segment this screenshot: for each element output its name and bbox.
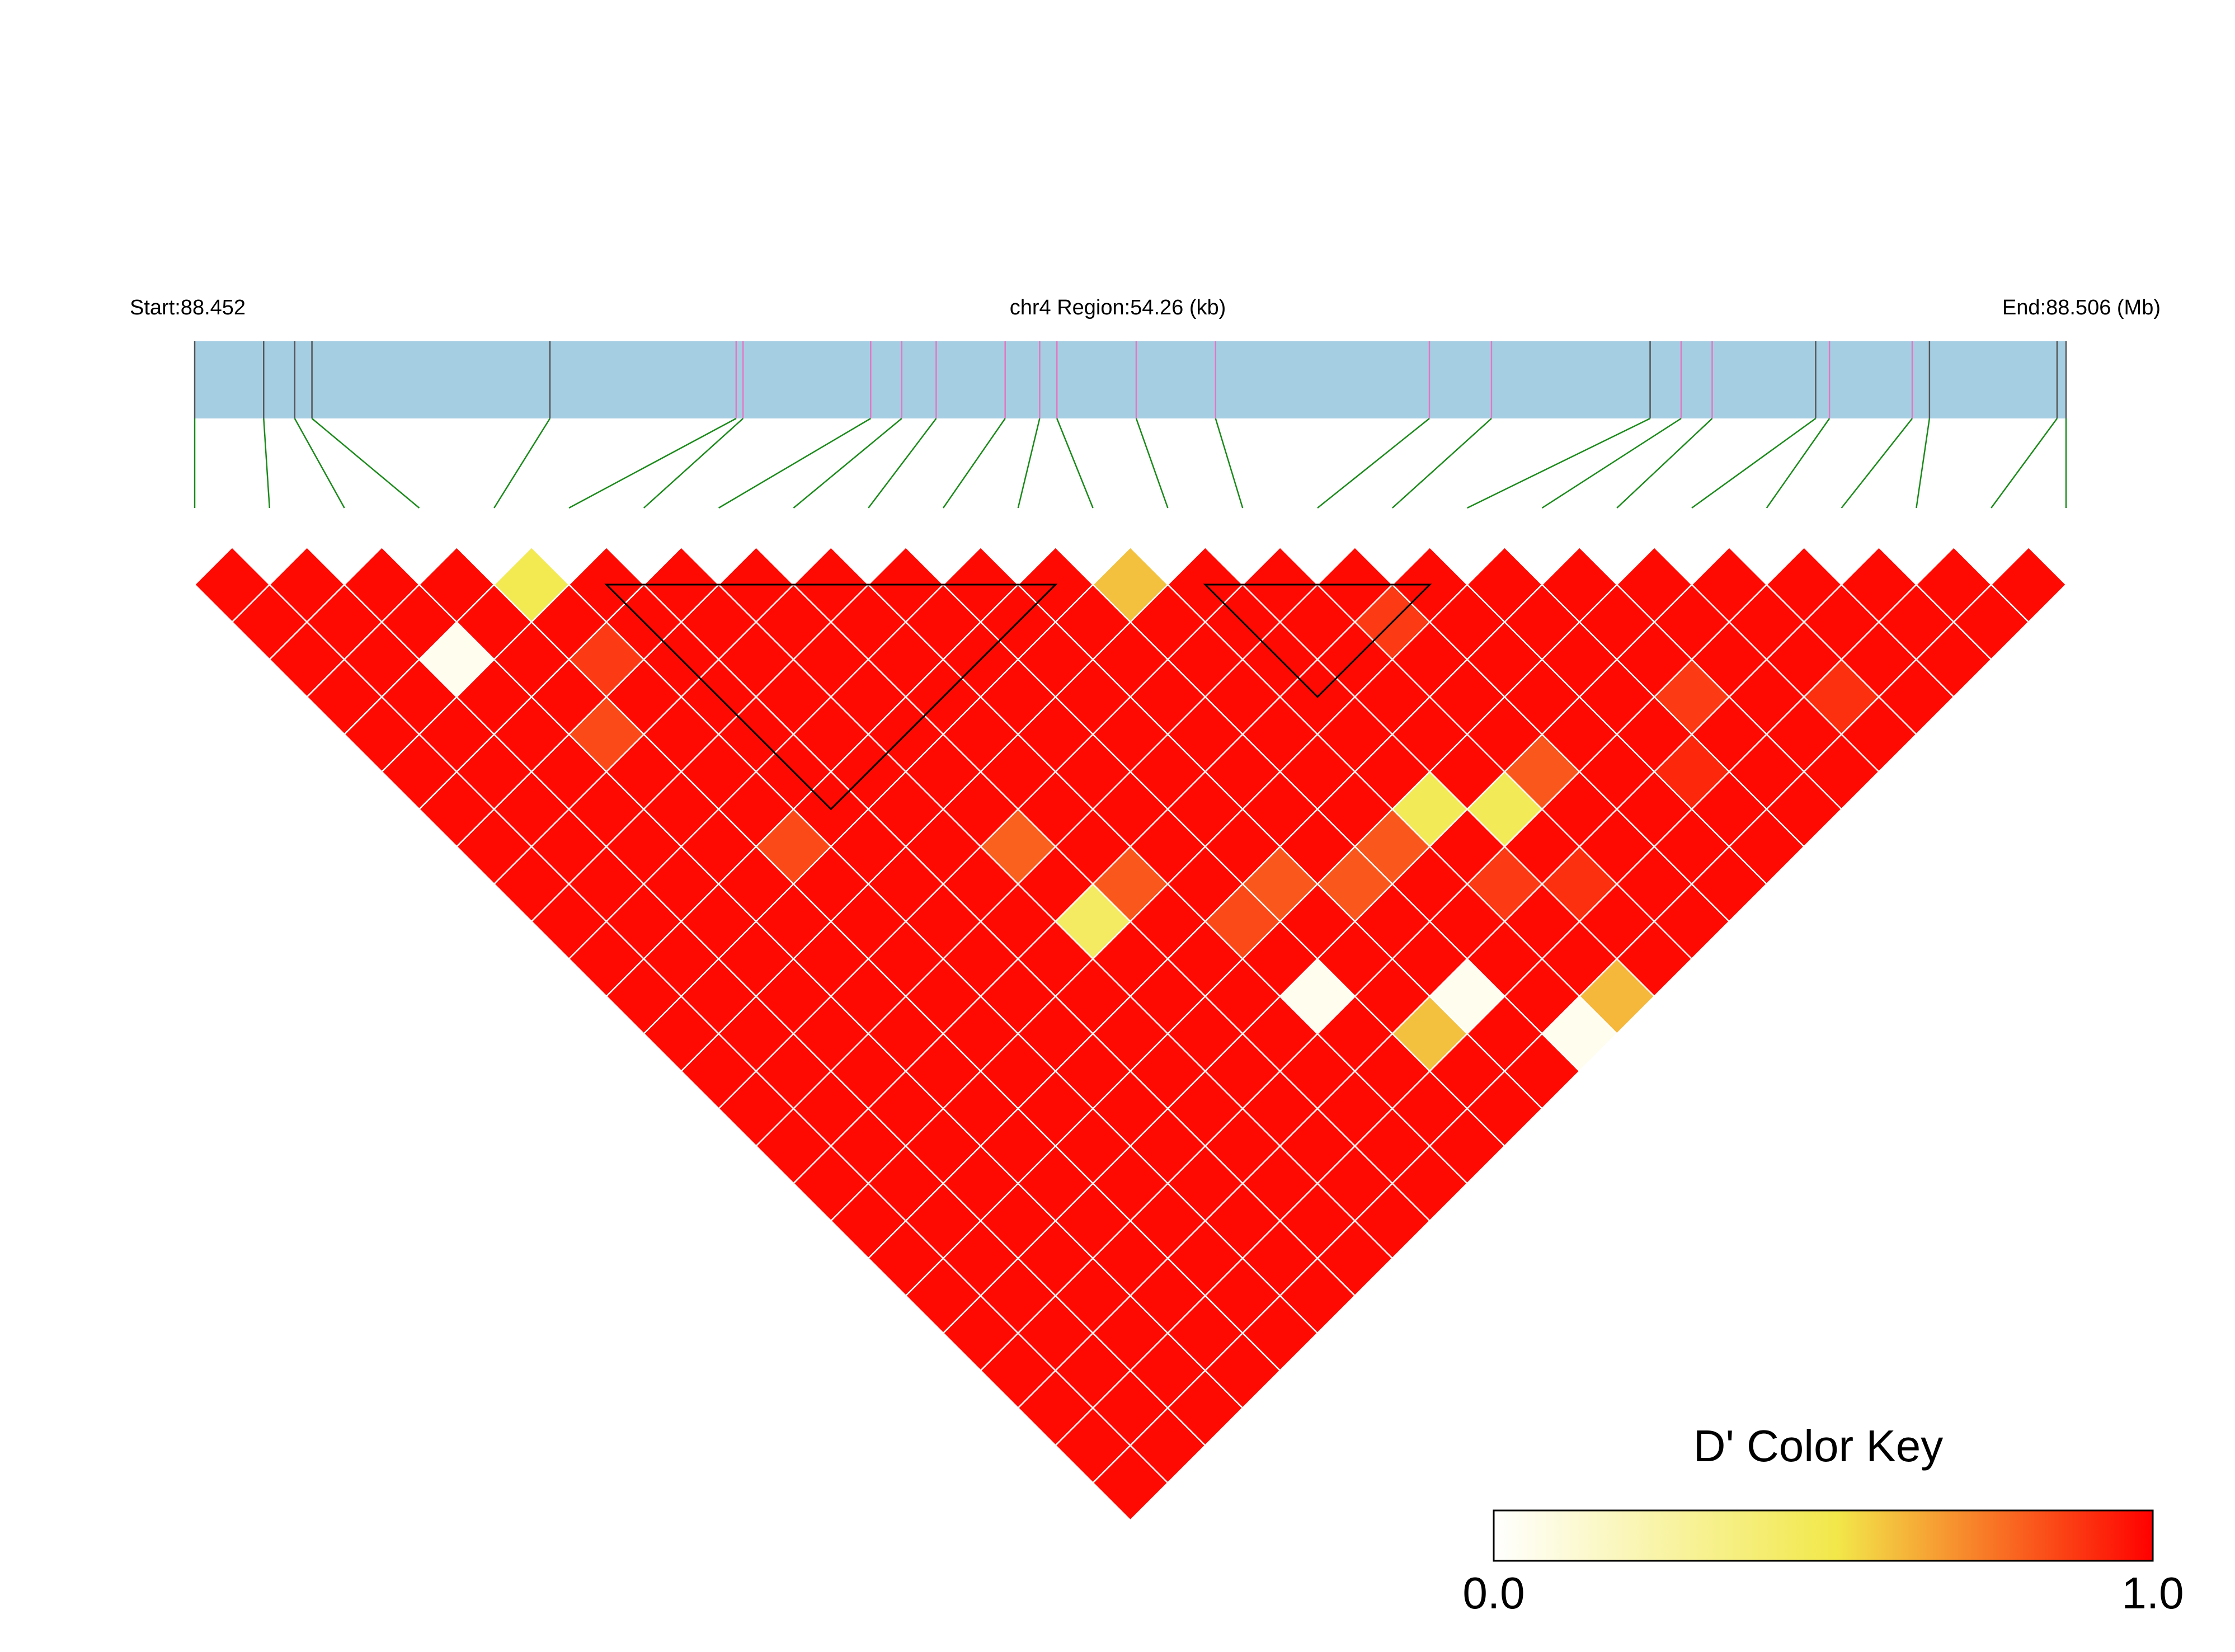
snp-connector-lines — [194, 417, 2067, 509]
snp-connector — [868, 418, 937, 509]
color-key-min-label: 0.0 — [1462, 1568, 1524, 1618]
snp-connector — [1691, 417, 1817, 509]
snp-connector — [1391, 418, 1492, 509]
ld-block-outline — [604, 583, 1058, 811]
snp-connector — [643, 418, 744, 509]
snp-connector — [1215, 418, 1244, 509]
snp-connector — [1017, 418, 1041, 509]
region-end-label: End:88.506 (Mb) — [2002, 296, 2161, 319]
snp-connector — [493, 418, 551, 509]
genomic-region-track — [195, 341, 2066, 418]
color-key-title: D' Color Key — [1693, 1421, 1944, 1471]
snp-connector — [1541, 417, 1682, 509]
snp-connector — [942, 418, 1006, 509]
snp-connector — [718, 417, 871, 509]
snp-connector — [311, 418, 420, 509]
snp-connector — [1991, 418, 2058, 509]
snp-connector — [1317, 418, 1430, 509]
snp-connector — [1135, 418, 1169, 509]
snp-connector — [1916, 418, 1931, 509]
snp-connector — [1766, 418, 1831, 509]
ld-block-outlines — [604, 583, 1432, 811]
snp-connector — [1616, 418, 1713, 509]
snp-marker-lines — [194, 341, 2067, 418]
snp-connector — [568, 417, 737, 509]
region-start-label: Start:88.452 — [130, 296, 246, 319]
snp-connector — [793, 418, 902, 509]
snp-connector — [1056, 418, 1094, 509]
region-title-label: chr4 Region:54.26 (kb) — [1010, 296, 1226, 319]
snp-connector — [294, 418, 345, 509]
snp-connector — [1467, 417, 1651, 509]
snp-connector — [263, 418, 271, 509]
ld-block-outline — [1203, 583, 1432, 698]
color-key-gradient-bar — [1493, 1509, 2154, 1562]
snp-connector — [1841, 418, 1913, 509]
ld-cell — [1990, 546, 2067, 623]
ld-cells — [194, 546, 2067, 1522]
color-key-max-label: 1.0 — [2121, 1568, 2184, 1618]
